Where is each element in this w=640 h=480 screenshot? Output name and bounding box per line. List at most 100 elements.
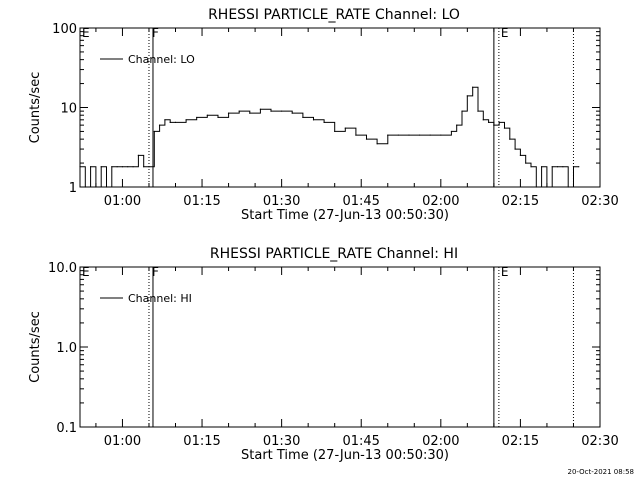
panel2-x-tick-label: 01:45: [342, 434, 379, 449]
panel1-data-point: [572, 166, 575, 168]
panel1-data-point: [365, 138, 368, 140]
panel1-data-point: [84, 186, 86, 188]
panel1-data-point: [105, 186, 108, 188]
panel1-data-point: [578, 166, 580, 168]
panel1-x-tick-label: 01:45: [342, 194, 379, 209]
panel1-data-point: [487, 121, 490, 123]
panel2-x-tick-label: 02:30: [581, 434, 618, 449]
panel1-data-point: [509, 138, 511, 140]
panel1-data-point: [153, 130, 155, 133]
panel2-marker-label: E: [82, 265, 90, 279]
panel1-title: RHESSI PARTICLE_RATE Channel: LO: [208, 7, 460, 23]
panel1-data-point: [116, 166, 118, 168]
panel1-data-point: [418, 134, 421, 136]
panel2-marker-label: E: [501, 265, 509, 279]
panel2-y-tick-label: 10.0: [48, 261, 77, 276]
panel1-data-point: [397, 134, 399, 136]
panel1-x-tick-label: 02:30: [581, 194, 618, 209]
panel1-data-point: [541, 166, 543, 168]
panel1-data-point: [466, 95, 468, 97]
panel1-data-point: [90, 166, 92, 168]
panel1-marker-label: E: [82, 26, 90, 40]
panel1-data-point: [100, 166, 102, 168]
panel1-data-point: [79, 166, 81, 168]
panel1-data-point: [461, 110, 463, 112]
panel2-legend-label: Channel: HI: [128, 292, 192, 305]
panel1-data-point: [546, 186, 548, 188]
panel1-data-point: [408, 134, 410, 136]
panel1-data-point: [227, 112, 230, 114]
panel2-y-tick-label: 0.1: [56, 421, 77, 436]
panel1-data-point: [344, 127, 346, 129]
panel2-marker-label: F: [152, 265, 159, 279]
panel1-data-point: [334, 130, 336, 133]
panel1-x-axis-label: Start Time (27-Jun-13 00:50:30): [241, 208, 449, 223]
panel1-data-point: [291, 112, 293, 114]
panel1-data-point: [281, 110, 283, 112]
panel2-x-tick-label: 01:30: [263, 434, 300, 449]
panel2-y-tick-label: 1.0: [56, 341, 77, 356]
panel1-data-point: [137, 154, 139, 156]
panel1-data-point: [196, 116, 198, 119]
panel1-data-point: [376, 143, 378, 145]
panel1-data-point: [429, 134, 431, 136]
panel1-data-point: [143, 166, 145, 168]
panel2-x-tick-label: 01:15: [183, 434, 220, 449]
panel1-data-point: [567, 186, 569, 188]
panel1-data-point: [498, 121, 500, 123]
panel1-data-point: [477, 110, 479, 112]
panel1-legend-label: Channel: LO: [128, 53, 195, 66]
panel1-data-point: [493, 124, 495, 126]
panel1-data-point: [249, 112, 251, 114]
panel1-data-point: [323, 121, 325, 123]
panel1-data-point: [551, 166, 553, 168]
panel1-data-point: [270, 110, 272, 112]
panel1-data-point: [387, 134, 389, 136]
panel1-data-point: [95, 186, 97, 188]
panel1-data-point: [355, 134, 357, 136]
panel1-data-point: [148, 166, 150, 168]
panel1-data-point: [111, 166, 113, 168]
panel2-title: RHESSI PARTICLE_RATE Channel: HI: [210, 246, 458, 262]
panel1-data-point: [185, 119, 187, 121]
panel2-x-tick-label: 01:00: [104, 434, 141, 449]
panel1-x-tick-label: 02:15: [502, 194, 539, 209]
panel1-data-point: [450, 130, 453, 133]
panel1-data-point: [217, 116, 219, 119]
panel1-marker-label: E: [501, 26, 509, 40]
panel1-data-point: [169, 121, 171, 123]
panel2-y-axis-label: Counts/sec: [28, 311, 43, 383]
panel1-x-tick-label: 02:00: [422, 194, 459, 209]
panel1-data-point: [519, 154, 522, 156]
panel1-data-point: [164, 119, 166, 121]
panel2-x-tick-label: 02:15: [502, 434, 539, 449]
panel1-data-point: [562, 166, 564, 168]
panel1-data-point: [127, 166, 129, 168]
panel1-y-tick-label: 10: [60, 102, 77, 117]
panel1-x-tick-label: 01:15: [183, 194, 220, 209]
panel1-data-point: [312, 119, 315, 121]
panel1-data-point: [556, 166, 559, 168]
panel1-marker-label: F: [152, 26, 159, 40]
panel1-data-point: [440, 134, 442, 136]
panel2-x-axis-label: Start Time (27-Jun-13 00:50:30): [241, 448, 449, 463]
panel1-data-point: [525, 162, 527, 164]
panel1-y-axis-label: Counts/sec: [28, 72, 43, 144]
panel1-data-point: [482, 119, 484, 121]
panel1-x-tick-label: 01:30: [263, 194, 300, 209]
panel1-data-point: [530, 166, 532, 168]
panel1-data-point: [132, 166, 134, 168]
panel1-data-point: [259, 108, 262, 110]
panel1-x-tick-label: 01:00: [104, 194, 141, 209]
panel1-data-point: [535, 186, 537, 188]
panel1-data-point: [206, 114, 208, 116]
panel1-data-point: [121, 166, 124, 168]
panel1-y-tick-label: 1: [69, 181, 77, 196]
panel1-data-point: [238, 110, 240, 112]
panel1-y-tick-label: 100: [52, 22, 77, 37]
date-stamp: 20-Oct-2021 08:58: [568, 468, 634, 476]
panel2-x-tick-label: 02:00: [422, 434, 459, 449]
panel1-data-point: [456, 124, 458, 126]
